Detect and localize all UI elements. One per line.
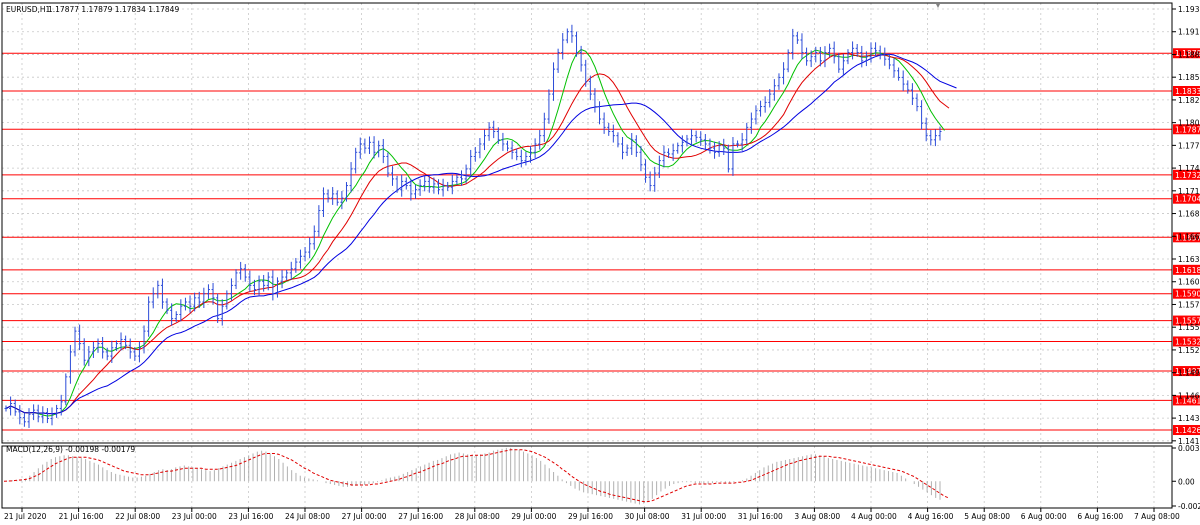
price-tick-label: 1.15220 (1178, 346, 1200, 355)
macd-tick-label: 0.00 (1178, 477, 1195, 486)
price-tick-label: 1.14105 (1178, 437, 1200, 446)
ma-line-ma-slow (5, 53, 957, 415)
time-tick-label: 30 Jul 08:00 (625, 512, 670, 521)
price-tick-label: 1.19115 (1178, 28, 1200, 37)
level-tag (1173, 86, 1200, 96)
price-tick-label: 1.17170 (1178, 187, 1200, 196)
price-bars (4, 24, 942, 428)
level-tag (1173, 124, 1200, 135)
price-tick-label: 1.18560 (1178, 73, 1200, 82)
time-tick-label: 27 Jul 16:00 (398, 512, 443, 521)
macd-tick-label: -0.00267 (1178, 502, 1200, 511)
price-tick-label: 1.16055 (1178, 278, 1200, 287)
symbol-label: EURUSD,H1 (6, 5, 50, 14)
level-label: 1.15326 (1175, 337, 1200, 346)
level-label: 1.17877 (1175, 125, 1200, 134)
time-tick-label: 22 Jul 08:00 (115, 512, 160, 521)
grid (2, 3, 1172, 508)
macd-panel (3, 447, 949, 505)
time-tick-label: 21 Jul 16:00 (59, 512, 104, 521)
price-tick-label: 1.14945 (1178, 369, 1200, 378)
time-tick-label: 29 Jul 16:00 (568, 512, 613, 521)
level-tag (1173, 48, 1200, 59)
macd-panel-frame (1, 445, 1173, 509)
time-tick-label: 4 Aug 16:00 (908, 512, 954, 521)
level-tag (1173, 395, 1200, 406)
time-tick-label: 31 Jul 16:00 (738, 512, 783, 521)
level-tag (1173, 315, 1200, 326)
time-tick-label: 7 Aug 08:00 (1134, 512, 1180, 521)
level-label: 1.17042 (1175, 195, 1200, 204)
chart-shift-marker (936, 4, 940, 8)
time-tick-label: 23 Jul 00:00 (172, 512, 217, 521)
level-label: 1.14970 (1175, 367, 1200, 376)
time-tick-label: 29 Jul 00:00 (511, 512, 556, 521)
time-tick-label: 3 Aug 08:00 (794, 512, 840, 521)
time-tick-label: 5 Aug 08:00 (964, 512, 1010, 521)
level-label: 1.17329 (1175, 171, 1200, 180)
ma-line-ma-fast (5, 48, 945, 417)
price-tick-label: 1.18840 (1178, 50, 1200, 59)
macd-signal-line (3, 449, 949, 503)
price-tick-label: 1.14665 (1178, 391, 1200, 400)
moving-averages (5, 48, 957, 417)
time-tick-label: 31 Jul 00:00 (681, 512, 726, 521)
level-label: 1.16578 (1175, 233, 1200, 242)
level-tag (1173, 169, 1200, 180)
macd-tick-label: 0.00359 (1178, 444, 1200, 453)
level-tag (1173, 288, 1200, 299)
level-tag (1173, 264, 1200, 275)
ma-line-ma-mid (5, 53, 950, 415)
time-tick-label: 6 Aug 16:00 (1077, 512, 1123, 521)
time-tick-label: 4 Aug 00:00 (851, 512, 897, 521)
price-panel-frame (1, 2, 1173, 444)
level-label: 1.16187 (1175, 266, 1200, 275)
price-tick-label: 1.17445 (1178, 164, 1200, 173)
ohlc-label: 1.17877 1.17879 1.17834 1.17849 (48, 5, 179, 14)
level-tag (1173, 366, 1200, 377)
price-tick-label: 1.16890 (1178, 210, 1200, 219)
price-tick-label: 1.14385 (1178, 414, 1200, 423)
price-tick-label: 1.16335 (1178, 255, 1200, 264)
time-tick-label: 27 Jul 00:00 (342, 512, 387, 521)
price-tick-label: 1.18005 (1178, 119, 1200, 128)
price-tick-label: 1.19395 (1178, 5, 1200, 14)
price-tick-label: 1.15780 (1178, 300, 1200, 309)
time-tick-label: 23 Jul 16:00 (228, 512, 273, 521)
level-label: 1.18337 (1175, 87, 1200, 96)
level-tag (1173, 232, 1200, 243)
level-label: 1.14617 (1175, 396, 1200, 405)
time-tick-label: 24 Jul 08:00 (285, 512, 330, 521)
level-tag (1173, 193, 1200, 204)
level-label: 1.15900 (1175, 290, 1200, 299)
time-tick-label: 6 Aug 00:00 (1021, 512, 1067, 521)
price-tick-label: 1.15500 (1178, 323, 1200, 332)
level-tag (1173, 425, 1200, 436)
price-tick-label: 1.18280 (1178, 96, 1200, 105)
time-tick-label: 21 Jul 2020 (4, 512, 47, 521)
level-label: 1.15577 (1175, 317, 1200, 326)
price-tick-label: 1.17725 (1178, 141, 1200, 150)
macd-label: MACD(12,26,9) -0.00198 -0.00179 (6, 445, 135, 454)
level-tag (1173, 336, 1200, 347)
price-tick-label: 1.16610 (1178, 232, 1200, 241)
time-tick-label: 28 Jul 08:00 (455, 512, 500, 521)
